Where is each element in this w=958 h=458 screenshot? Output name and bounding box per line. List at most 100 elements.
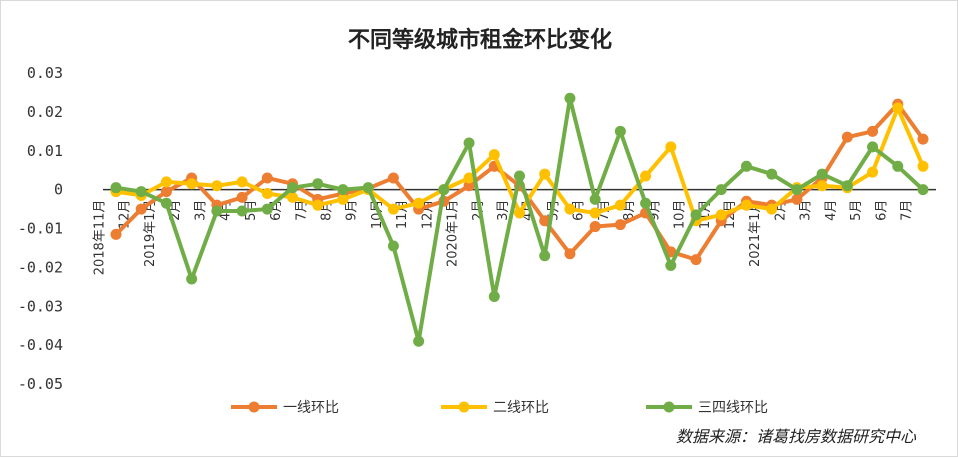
data-point bbox=[917, 160, 929, 172]
y-tick-label: -0.01 bbox=[18, 220, 63, 238]
data-point bbox=[640, 170, 652, 182]
data-point bbox=[261, 188, 273, 200]
data-point bbox=[514, 207, 525, 219]
x-tick-label: 7月 bbox=[900, 200, 915, 221]
data-point bbox=[816, 180, 828, 192]
data-point bbox=[261, 203, 273, 215]
data-point bbox=[917, 184, 929, 196]
data-point bbox=[665, 259, 677, 271]
data-point bbox=[488, 291, 500, 303]
data-point bbox=[186, 178, 198, 190]
data-point bbox=[110, 182, 122, 194]
y-tick-label: 0 bbox=[54, 181, 63, 199]
y-tick-label: -0.03 bbox=[18, 297, 63, 315]
y-tick-label: 0.03 bbox=[27, 64, 63, 82]
data-point bbox=[892, 160, 904, 172]
data-point bbox=[110, 228, 122, 240]
y-axis-ticks: 0.03 0.02 0.01 0 -0.01 -0.02 -0.03 -0.04 -0.05 bbox=[18, 64, 63, 393]
series-2 bbox=[110, 102, 929, 227]
data-point bbox=[740, 160, 752, 172]
x-tick-label: 6月 bbox=[874, 200, 889, 221]
data-point bbox=[236, 176, 248, 188]
legend-label: 一线环比 bbox=[283, 400, 339, 416]
y-tick-label: -0.05 bbox=[18, 375, 63, 393]
legend-swatch-marker bbox=[663, 401, 675, 413]
data-point bbox=[413, 197, 425, 209]
data-point bbox=[614, 219, 626, 231]
data-point bbox=[867, 166, 879, 178]
data-point bbox=[816, 168, 828, 180]
data-point bbox=[917, 133, 929, 145]
data-point bbox=[387, 203, 399, 215]
data-point bbox=[841, 180, 853, 192]
data-point bbox=[539, 215, 551, 227]
data-point bbox=[463, 172, 475, 184]
data-point bbox=[539, 168, 551, 180]
data-point bbox=[841, 131, 853, 143]
x-tick-label: 7月 bbox=[294, 200, 309, 221]
data-point bbox=[665, 141, 677, 153]
data-point bbox=[236, 191, 248, 203]
data-point bbox=[160, 176, 172, 188]
data-point bbox=[539, 250, 551, 262]
data-point bbox=[564, 92, 576, 104]
legend-swatch-marker bbox=[458, 401, 470, 413]
data-point bbox=[867, 141, 879, 153]
series-3 bbox=[110, 92, 929, 347]
data-point bbox=[135, 186, 147, 198]
x-tick-label: 5月 bbox=[849, 200, 864, 221]
chart-title: 不同等级城市租金环比变化 bbox=[348, 27, 612, 53]
x-tick-label: 2018年11月 bbox=[93, 200, 108, 276]
source-note: 数据来源：诸葛找房数据研究中心 bbox=[676, 427, 917, 446]
data-point bbox=[387, 172, 399, 184]
data-point bbox=[766, 203, 778, 215]
y-tick-label: 0.02 bbox=[27, 103, 63, 121]
data-point bbox=[287, 182, 299, 194]
data-point bbox=[160, 197, 172, 209]
data-point bbox=[312, 199, 324, 211]
data-point bbox=[589, 221, 601, 233]
data-point bbox=[186, 273, 198, 285]
data-point bbox=[791, 193, 803, 205]
data-point bbox=[715, 184, 727, 196]
data-point bbox=[337, 184, 349, 196]
data-point bbox=[337, 193, 349, 205]
data-point bbox=[413, 335, 425, 347]
data-point bbox=[387, 240, 399, 252]
data-point bbox=[589, 207, 601, 219]
x-tick-label: 3月 bbox=[799, 200, 814, 221]
data-point bbox=[690, 254, 702, 266]
x-tick-label: 2021年1月 bbox=[748, 200, 763, 267]
data-point bbox=[892, 102, 904, 114]
x-tick-label: 3月 bbox=[193, 200, 208, 221]
data-point bbox=[640, 197, 652, 209]
data-point bbox=[236, 205, 248, 217]
y-tick-label: -0.02 bbox=[18, 258, 63, 276]
x-tick-label: 4月 bbox=[824, 200, 839, 221]
data-point bbox=[463, 180, 475, 192]
x-tick-label: 3月 bbox=[496, 200, 511, 221]
x-tick-label: 2019年1月 bbox=[143, 200, 158, 267]
data-point bbox=[791, 184, 803, 196]
data-point bbox=[614, 199, 626, 211]
data-point bbox=[211, 180, 223, 192]
data-point bbox=[766, 168, 778, 180]
series-layer bbox=[110, 92, 929, 347]
data-point bbox=[690, 209, 702, 221]
data-point bbox=[867, 125, 879, 137]
data-point bbox=[740, 199, 752, 211]
legend-label: 三四线环比 bbox=[698, 400, 768, 416]
data-point bbox=[488, 149, 500, 161]
data-point bbox=[312, 178, 324, 190]
data-point bbox=[589, 193, 601, 205]
data-point bbox=[160, 186, 172, 198]
data-point bbox=[463, 137, 475, 149]
data-point bbox=[614, 125, 626, 137]
legend-swatch-marker bbox=[248, 401, 260, 413]
x-tick-label: 10月 bbox=[673, 200, 688, 230]
data-point bbox=[715, 209, 727, 221]
data-point bbox=[261, 172, 273, 184]
y-tick-label: -0.04 bbox=[18, 336, 63, 354]
